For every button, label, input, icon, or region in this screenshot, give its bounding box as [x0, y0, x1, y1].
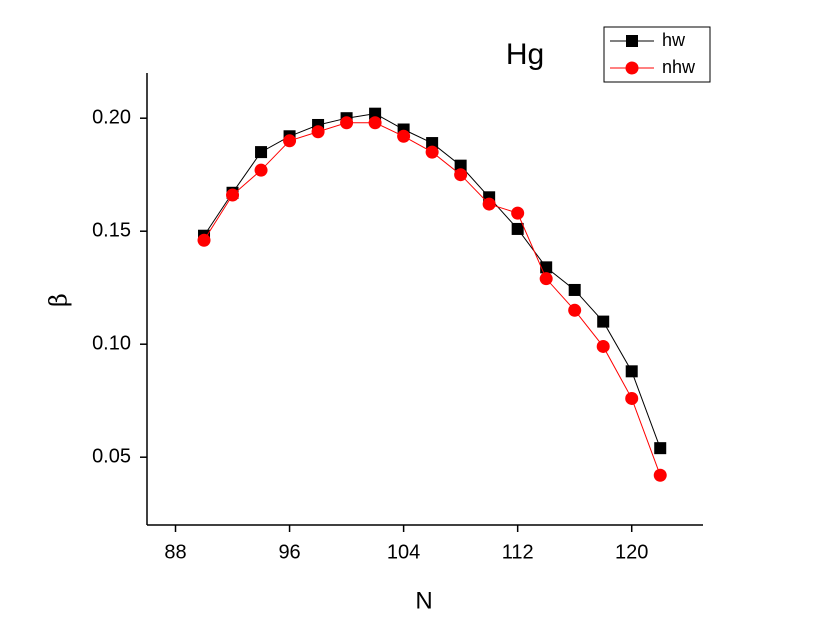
- data-point: [540, 261, 553, 274]
- data-point: [568, 283, 581, 296]
- data-point: [625, 391, 639, 405]
- series-line: [203, 122, 661, 476]
- y-axis-label: β: [45, 293, 73, 307]
- data-point: [454, 168, 468, 182]
- x-tick-label: 88: [164, 541, 186, 563]
- data-point: [482, 197, 496, 211]
- x-tick-label: 104: [387, 541, 420, 563]
- data-point: [511, 206, 525, 220]
- y-tick-label: 0.10: [92, 332, 131, 354]
- chart-title: Hg: [506, 38, 544, 71]
- data-point: [625, 365, 638, 378]
- data-point: [597, 315, 610, 328]
- data-point: [596, 339, 610, 353]
- legend-marker: [625, 61, 639, 75]
- data-point: [454, 159, 467, 172]
- data-point: [568, 303, 582, 317]
- x-tick-label: 120: [615, 541, 648, 563]
- data-point: [539, 272, 553, 286]
- data-point: [255, 146, 268, 159]
- data-point: [254, 163, 268, 177]
- legend-label: nhw: [662, 57, 696, 77]
- data-point: [368, 116, 382, 130]
- data-point: [653, 468, 667, 482]
- data-point: [369, 107, 382, 120]
- data-point: [226, 188, 240, 202]
- data-point: [283, 134, 297, 148]
- y-tick-label: 0.20: [92, 106, 131, 128]
- legend-box: [603, 26, 711, 83]
- data-point: [197, 233, 211, 247]
- y-tick-label: 0.15: [92, 219, 131, 241]
- x-tick-label: 96: [278, 541, 300, 563]
- data-point: [340, 116, 354, 130]
- data-point: [425, 145, 439, 159]
- series-line: [203, 113, 661, 449]
- data-point: [654, 442, 667, 455]
- x-axis-label: N: [415, 587, 432, 614]
- y-tick-label: 0.05: [92, 445, 131, 467]
- x-tick-label: 112: [502, 541, 534, 563]
- data-point: [311, 125, 325, 139]
- data-point: [397, 129, 411, 143]
- legend-label: hw: [662, 30, 686, 50]
- legend-marker: [626, 35, 638, 47]
- data-point: [426, 137, 439, 150]
- data-point: [511, 222, 524, 235]
